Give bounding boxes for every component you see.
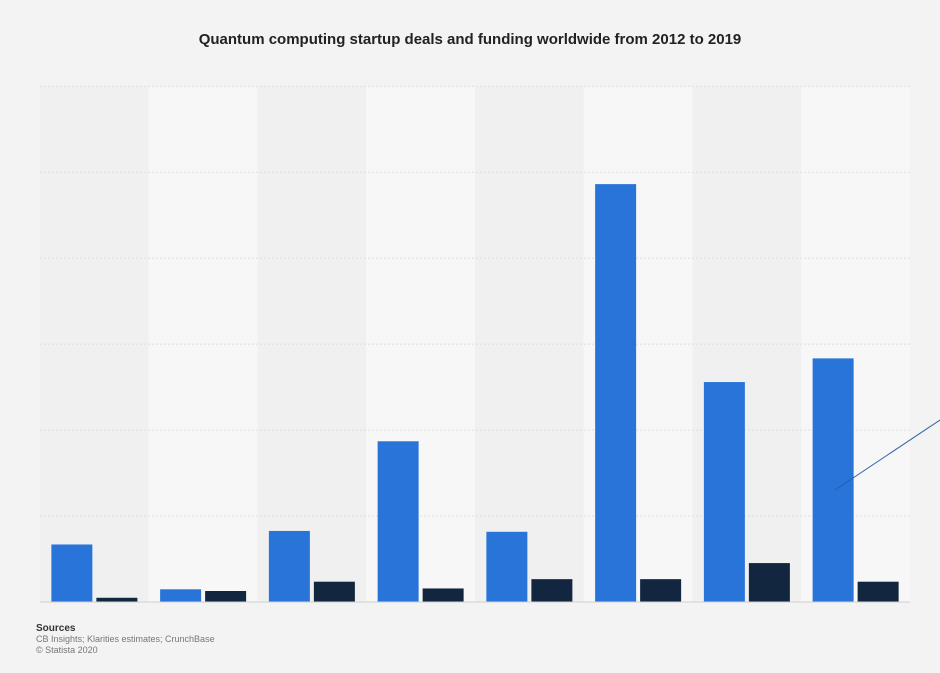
bar-secondary-2013[interactable]: [205, 591, 247, 602]
bar-secondary-2017[interactable]: [640, 579, 682, 602]
bar-secondary-2015[interactable]: [422, 588, 464, 602]
bar-primary-2019[interactable]: [812, 358, 854, 602]
bar-primary-2012[interactable]: [51, 544, 93, 602]
bar-secondary-2014[interactable]: [313, 581, 355, 602]
bar-primary-2016[interactable]: [486, 531, 528, 602]
bar-primary-2014[interactable]: [268, 530, 310, 602]
annotation-arrow: [834, 419, 940, 491]
bar-primary-2015[interactable]: [377, 441, 419, 602]
copyright-text: © Statista 2020: [36, 645, 98, 655]
category-band-2013: [148, 86, 258, 602]
bar-secondary-2019[interactable]: [857, 581, 899, 602]
gridlines: [40, 85, 910, 517]
bar-secondary-2018[interactable]: [748, 563, 790, 602]
bar-secondary-2012[interactable]: [96, 597, 138, 602]
bar-primary-2018[interactable]: [703, 382, 745, 602]
source-block: Sources CB Insights; Klarities estimates…: [36, 623, 215, 656]
category-band-2012: [40, 86, 149, 602]
source-text: CB Insights; Klarities estimates; Crunch…: [36, 634, 215, 644]
bar-primary-2017[interactable]: [595, 184, 637, 603]
bars: [51, 184, 899, 603]
chart-title: Quantum computing startup deals and fund…: [198, 31, 742, 48]
bar-secondary-2016[interactable]: [531, 579, 573, 602]
bar-primary-2013[interactable]: [160, 589, 202, 602]
category-bands: [40, 86, 910, 602]
source-heading: Sources: [36, 623, 76, 634]
